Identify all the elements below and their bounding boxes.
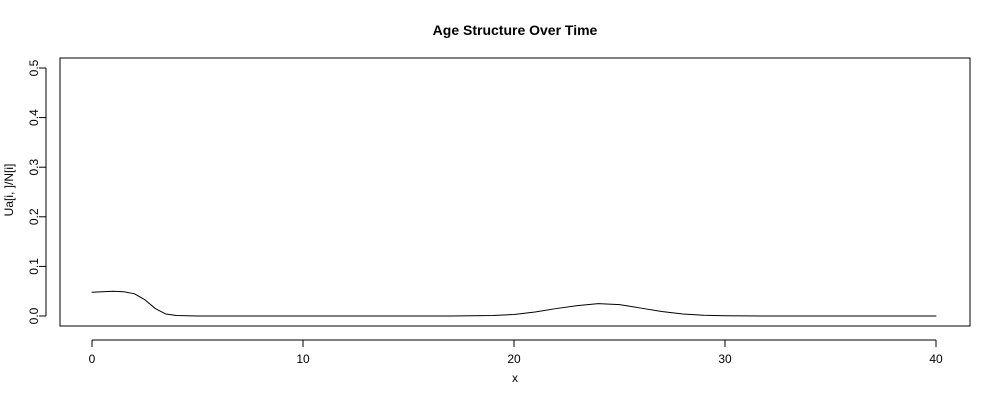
y-tick-label: 0.3 (27, 159, 41, 176)
x-tick-label: 10 (296, 352, 310, 366)
y-tick-label: 0.2 (27, 208, 41, 225)
y-tick-label: 0.1 (27, 258, 41, 275)
x-tick-label: 30 (718, 352, 732, 366)
y-tick-label: 0.5 (27, 59, 41, 76)
chart-title: Age Structure Over Time (433, 22, 598, 38)
x-tick-label: 40 (929, 352, 943, 366)
y-tick-label: 0.4 (27, 109, 41, 126)
x-tick-label: 20 (507, 352, 521, 366)
x-axis-label: x (512, 371, 518, 385)
y-tick-label: 0.0 (27, 307, 41, 324)
plot-frame (59, 57, 971, 327)
x-tick-label: 0 (89, 352, 96, 366)
y-axis-label: Ua[i, ]/N[i] (2, 164, 16, 217)
series-line-1 (91, 290, 937, 317)
